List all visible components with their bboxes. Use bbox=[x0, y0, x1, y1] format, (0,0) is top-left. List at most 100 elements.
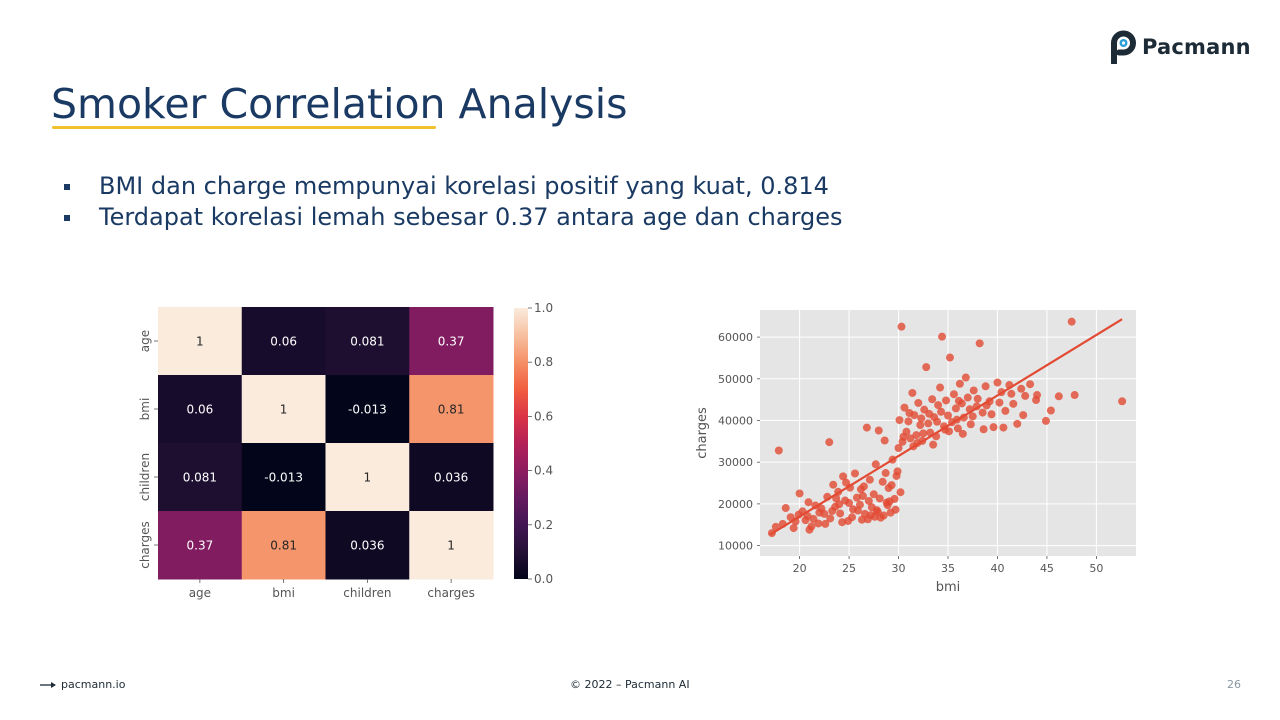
bullet-item: Terdapat korelasi lemah sebesar 0.37 ant… bbox=[64, 202, 843, 233]
scatter-point bbox=[981, 382, 990, 391]
footer-link[interactable]: pacmann.io bbox=[40, 678, 125, 691]
x-tick-label: 20 bbox=[793, 562, 807, 575]
heatmap-cell-label: 0.81 bbox=[438, 403, 465, 417]
x-tick-label: age bbox=[189, 586, 211, 600]
colorbar-tick-label: 1.0 bbox=[534, 301, 553, 315]
bullet-text: BMI dan charge mempunyai korelasi positi… bbox=[99, 172, 829, 200]
heatmap-cell bbox=[158, 511, 243, 580]
bullet-marker-icon bbox=[64, 214, 70, 221]
bullet-marker-icon bbox=[64, 183, 70, 190]
scatter-point bbox=[954, 396, 963, 405]
scatter-point bbox=[925, 409, 934, 418]
x-tick-label: 40 bbox=[990, 562, 1004, 575]
heatmap-cell-label: 0.37 bbox=[187, 539, 214, 553]
scatter-point bbox=[880, 436, 889, 445]
y-tick-label: 50000 bbox=[718, 373, 753, 386]
scatter-point bbox=[1009, 399, 1018, 408]
scatter-point bbox=[989, 423, 998, 432]
y-tick-label: 60000 bbox=[718, 331, 753, 344]
scatter-point bbox=[821, 519, 830, 528]
x-axis-label: bmi bbox=[936, 580, 961, 595]
colorbar-tick-label: 0.0 bbox=[534, 572, 553, 586]
scatter-point bbox=[860, 509, 869, 518]
scatter-point bbox=[869, 490, 878, 499]
scatter-point bbox=[969, 386, 978, 395]
scatter-point bbox=[934, 401, 943, 410]
x-tick-label: charges bbox=[427, 586, 475, 600]
title-underline bbox=[52, 126, 436, 129]
scatter-point bbox=[856, 485, 865, 494]
scatter-point bbox=[879, 511, 888, 520]
heatmap-cell bbox=[325, 375, 410, 444]
scatter-point bbox=[894, 444, 903, 453]
scatter-point bbox=[1007, 389, 1016, 398]
heatmap-cell bbox=[409, 307, 494, 376]
scatter-point bbox=[975, 339, 984, 348]
scatter-point bbox=[961, 373, 970, 382]
y-tick-label: age bbox=[138, 330, 152, 352]
colorbar-tick-label: 0.2 bbox=[534, 518, 553, 532]
heatmap-cell bbox=[325, 511, 410, 580]
y-tick-label: 20000 bbox=[718, 498, 753, 511]
scatter-point bbox=[995, 398, 1004, 407]
heatmap-cell-label: 1 bbox=[280, 403, 288, 417]
page-number: 26 bbox=[1227, 678, 1241, 691]
scatter-point bbox=[944, 411, 952, 420]
footer-copyright: © 2022 – Pacmann AI bbox=[570, 678, 690, 691]
scatter-point bbox=[908, 388, 917, 397]
scatter-point bbox=[893, 467, 902, 476]
bullet-item: BMI dan charge mempunyai korelasi positi… bbox=[64, 171, 843, 202]
scatter-point bbox=[885, 497, 894, 506]
bmi-charges-scatter: 20 25 30 35 40 45 50 10000 20000 30000 40000 50000 6… bbox=[695, 310, 1136, 595]
scatter-point bbox=[937, 407, 946, 416]
y-tick-label: 40000 bbox=[718, 414, 753, 427]
scatter-point bbox=[933, 417, 942, 426]
bullet-list: BMI dan charge mempunyai korelasi positi… bbox=[64, 171, 843, 233]
scatter-point bbox=[865, 475, 874, 484]
heatmap-cell bbox=[241, 307, 326, 376]
scatter-point bbox=[899, 432, 908, 441]
heatmap-cell bbox=[241, 511, 326, 580]
scatter-point bbox=[871, 460, 880, 469]
scatter-point bbox=[919, 429, 928, 438]
y-tick-label: bmi bbox=[138, 398, 152, 421]
heatmap-cell bbox=[325, 307, 410, 376]
scatter-point bbox=[881, 469, 890, 478]
page-title: Smoker Correlation Analysis bbox=[51, 80, 628, 128]
scatter-point bbox=[895, 416, 904, 425]
brand-logo: Pacmann bbox=[1110, 30, 1251, 64]
heatmap-cell bbox=[241, 443, 326, 512]
regression-line bbox=[769, 318, 1123, 536]
scatter-point bbox=[845, 499, 854, 508]
scatter-point bbox=[936, 383, 945, 392]
scatter-point bbox=[850, 469, 859, 478]
scatter-point bbox=[1013, 419, 1022, 428]
scatter-point bbox=[999, 423, 1008, 432]
footer-link-text[interactable]: pacmann.io bbox=[61, 678, 126, 691]
scatter-point bbox=[912, 431, 921, 440]
colorbar-tick-label: 0.8 bbox=[534, 355, 553, 369]
scatter-point bbox=[789, 524, 798, 533]
scatter-point bbox=[891, 505, 900, 514]
scatter-point bbox=[917, 414, 926, 423]
scatter-point bbox=[906, 434, 915, 443]
heatmap-cell-label: 1 bbox=[196, 335, 204, 349]
y-tick-label: children bbox=[138, 453, 152, 501]
scatter-point bbox=[774, 446, 783, 455]
heatmap-cell-label: 0.37 bbox=[438, 335, 465, 349]
x-tick-label: children bbox=[343, 586, 391, 600]
heatmap-cell-label: 0.036 bbox=[350, 539, 384, 553]
scatter-point bbox=[938, 332, 947, 341]
scatter-point bbox=[953, 424, 962, 433]
scatter-point bbox=[878, 477, 887, 486]
scatter-point bbox=[1017, 384, 1026, 393]
scatter-point bbox=[987, 410, 996, 419]
scatter-point bbox=[809, 514, 818, 523]
scatter-point bbox=[825, 438, 834, 447]
scatter-point bbox=[1054, 392, 1063, 401]
scatter-point bbox=[1032, 396, 1041, 405]
scatter-point bbox=[826, 514, 835, 523]
y-tick-label: charges bbox=[138, 521, 152, 569]
scatter-point bbox=[922, 363, 931, 372]
heatmap-cell-label: 1 bbox=[447, 539, 455, 553]
